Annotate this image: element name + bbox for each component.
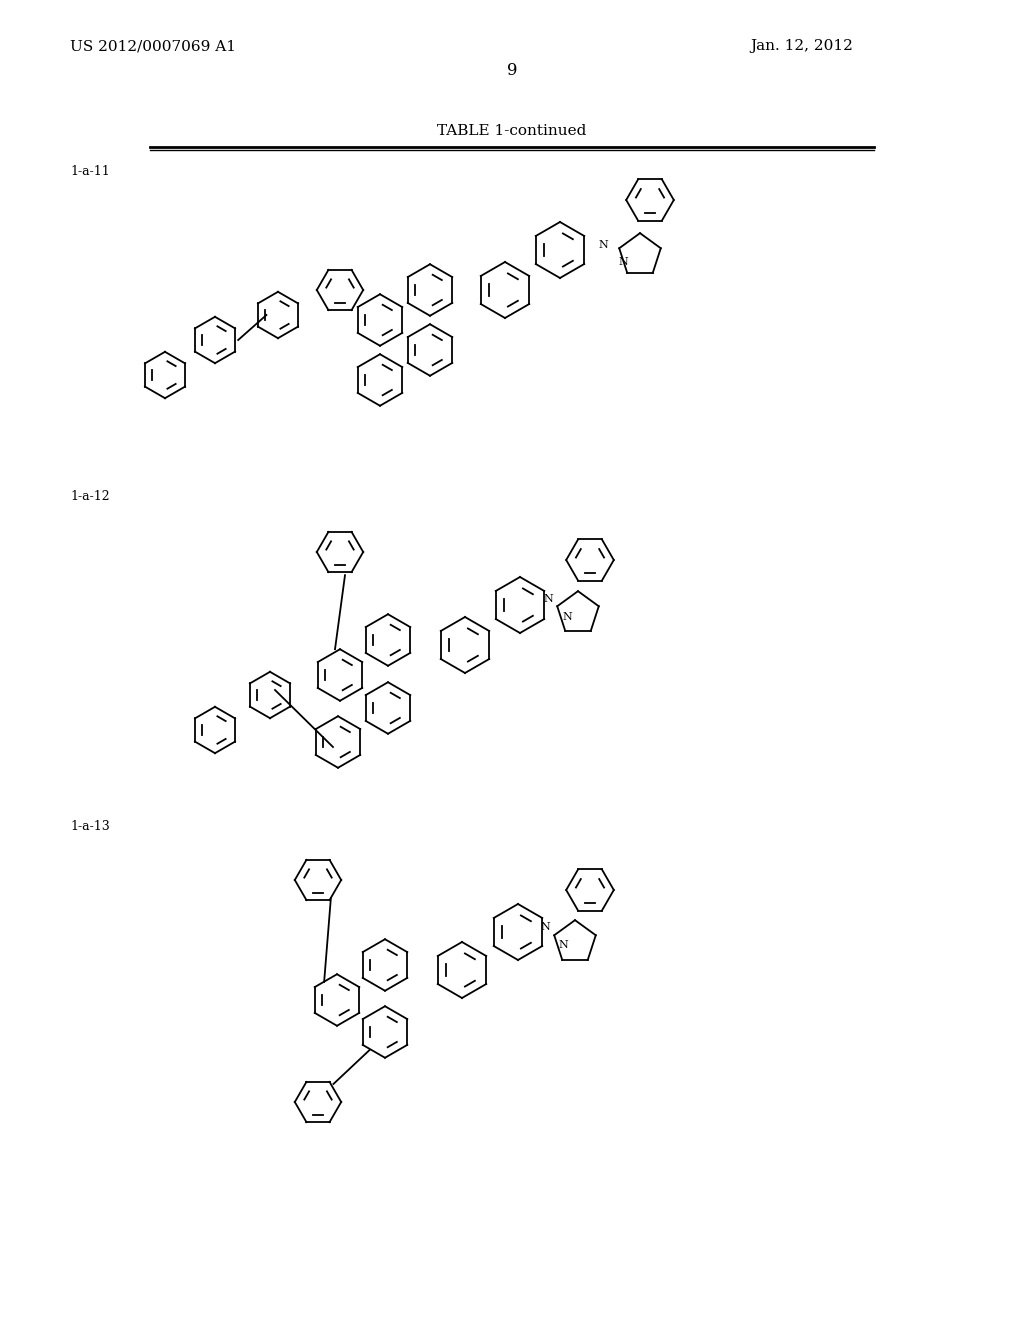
Text: TABLE 1-continued: TABLE 1-continued (437, 124, 587, 139)
Text: Jan. 12, 2012: Jan. 12, 2012 (750, 40, 853, 53)
Text: N: N (558, 940, 568, 950)
Text: N: N (562, 612, 571, 622)
Text: N: N (618, 257, 628, 267)
Text: 1-a-12: 1-a-12 (70, 490, 110, 503)
Text: N: N (540, 921, 550, 932)
Text: 1-a-11: 1-a-11 (70, 165, 110, 178)
Text: 9: 9 (507, 62, 517, 79)
Text: N: N (598, 240, 608, 249)
Text: N: N (543, 594, 553, 605)
Text: US 2012/0007069 A1: US 2012/0007069 A1 (70, 40, 236, 53)
Text: 1-a-13: 1-a-13 (70, 820, 110, 833)
